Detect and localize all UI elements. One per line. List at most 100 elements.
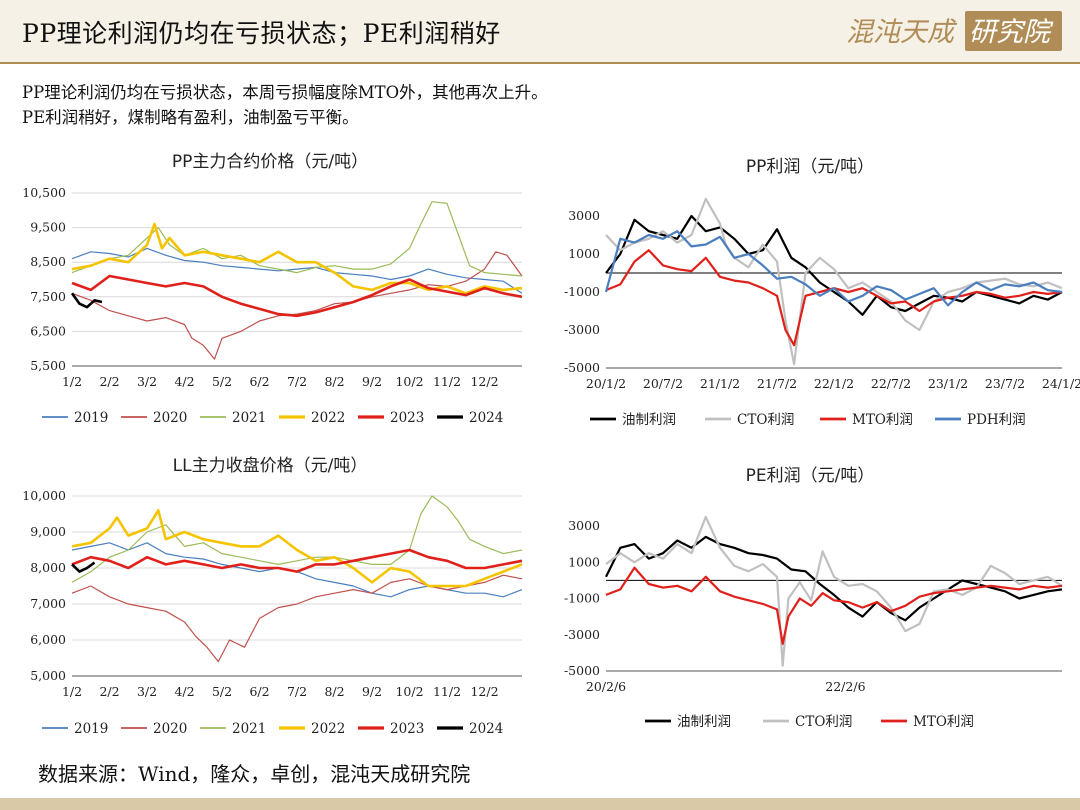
x-tick-label: 1/2 [62,684,82,699]
legend-label: 2023 [390,721,424,737]
y-tick-label: -1000 [564,284,600,299]
svg-text:研究院: 研究院 [969,17,1054,48]
x-tick-label: 20/2/6 [586,679,626,694]
legend-label: MTO利润 [913,714,974,730]
legend-label: 2021 [232,721,266,737]
y-tick-label: 9,500 [30,220,66,235]
logo: 混沌天成 研究院 [846,11,1062,51]
x-tick-label: 2/2 [99,684,119,699]
summary-line-2: PE利润稍好，煤制略有盈利，油制盈亏平衡。 [22,108,359,127]
x-tick-label: 12/2 [470,684,498,699]
series-line-油制利润 [605,214,1063,316]
x-tick-label: 1/2 [62,374,82,389]
y-tick-label: 3000 [568,518,600,533]
y-tick-label: 6,000 [30,632,66,647]
series-line-2022 [71,222,523,295]
chart-title: PP利润（元/吨） [746,157,874,177]
series-line-2022 [71,509,523,588]
x-tick-label: 5/2 [212,684,232,699]
series-line-油制利润 [605,535,1063,622]
x-tick-label: 20/7/2 [643,376,683,391]
legend-label: 油制利润 [622,412,676,428]
data-source: 数据来源：Wind，隆众，卓创，混沌天成研究院 [38,762,471,786]
x-tick-label: 11/2 [433,374,461,389]
y-tick-label: 1000 [568,246,600,261]
x-tick-label: 6/2 [249,684,269,699]
x-tick-label: 11/2 [433,684,461,699]
y-tick-label: 7,000 [30,596,66,611]
chart-title: PE利润（元/吨） [746,466,875,486]
series-line-2023 [71,274,523,318]
y-tick-label: 3000 [568,208,600,223]
x-tick-label: 8/2 [324,374,344,389]
legend-label: 2024 [469,721,503,737]
x-tick-label: 7/2 [287,374,307,389]
x-tick-label: 3/2 [137,684,157,699]
legend-label: 2020 [153,721,187,737]
y-tick-label: 10,500 [22,185,66,200]
summary-text: PP理论利润仍均在亏损状态，本周亏损幅度除MTO外，其他再次上升。 PE利润稍好… [22,80,548,130]
y-tick-label: 7,500 [30,289,66,304]
chart-title: LL主力收盘价格（元/吨） [173,456,368,476]
y-tick-label: 5,000 [30,668,66,683]
y-tick-label: -5000 [564,360,600,375]
y-tick-label: 10,000 [22,488,66,503]
y-tick-label: -1000 [564,591,600,606]
x-tick-label: 24/1/2 [1042,376,1080,391]
x-tick-label: 22/2/6 [825,679,865,694]
y-tick-label: -3000 [564,627,600,642]
page-title: PP理论利润仍均在亏损状态；PE利润稍好 [22,19,501,48]
x-tick-label: 10/2 [395,374,423,389]
series-line-CTO利润 [605,197,1063,366]
series-line-MTO利润 [605,566,1063,645]
x-tick-label: 23/7/2 [985,376,1025,391]
legend-label: MTO利润 [852,412,913,428]
x-tick-label: 4/2 [174,684,194,699]
chart-title: PP主力合约价格（元/吨） [172,152,368,172]
legend-label: 2022 [311,410,345,426]
x-tick-label: 12/2 [470,374,498,389]
y-tick-label: 1000 [568,554,600,569]
y-tick-label: 6,500 [30,323,66,338]
x-tick-label: 20/1/2 [586,376,626,391]
x-tick-label: 5/2 [212,374,232,389]
series-line-2021 [71,495,523,583]
legend-label: 2022 [311,721,345,737]
y-tick-label: 8,500 [30,254,66,269]
x-tick-label: 8/2 [324,684,344,699]
series-line-2024 [71,561,96,573]
x-tick-label: 9/2 [362,374,382,389]
legend-label: 2023 [390,410,424,426]
ll-price-chart: LL主力收盘价格（元/吨） 10,000 9,000 8,000 7,000 6,000 5… [0,448,535,748]
svg-text:混沌天成: 混沌天成 [846,17,958,48]
x-tick-label: 4/2 [174,374,194,389]
pp-profit-chart: PP利润（元/吨） 3000 1000 -1000 -3000 -5000 20/1/2 20… [540,148,1080,438]
series-line-CTO利润 [605,515,1063,667]
series-line-MTO利润 [605,249,1063,347]
legend-label: CTO利润 [795,714,852,730]
y-tick-label: 9,000 [30,524,66,539]
x-tick-label: 21/7/2 [757,376,797,391]
legend-label: 2020 [153,410,187,426]
x-tick-label: 7/2 [287,684,307,699]
pp-price-chart: PP主力合约价格（元/吨） 10,500 9,500 8,500 7,500 6,500 5… [0,140,535,440]
x-tick-label: 2/2 [99,374,119,389]
series-line-PDH利润 [604,230,1063,307]
summary-line-1: PP理论利润仍均在亏损状态，本周亏损幅度除MTO外，其他再次上升。 [22,83,548,102]
x-tick-label: 22/1/2 [814,376,854,391]
series-line-2021 [71,201,523,277]
legend-label: 2021 [232,410,266,426]
header-divider [0,62,1080,64]
series-line-2024 [70,292,103,309]
y-tick-label: -5000 [564,663,600,678]
legend-label: PDH利润 [967,412,1026,428]
footer-bar [0,798,1080,810]
legend-label: 2019 [74,410,108,426]
legend-label: CTO利润 [737,412,794,428]
header-bar [0,0,1080,62]
y-tick-label: 5,500 [30,358,66,373]
series-line-2023 [71,548,523,573]
legend-label: 2019 [74,721,108,737]
series-line-2019 [71,247,523,294]
x-tick-label: 21/1/2 [700,376,740,391]
